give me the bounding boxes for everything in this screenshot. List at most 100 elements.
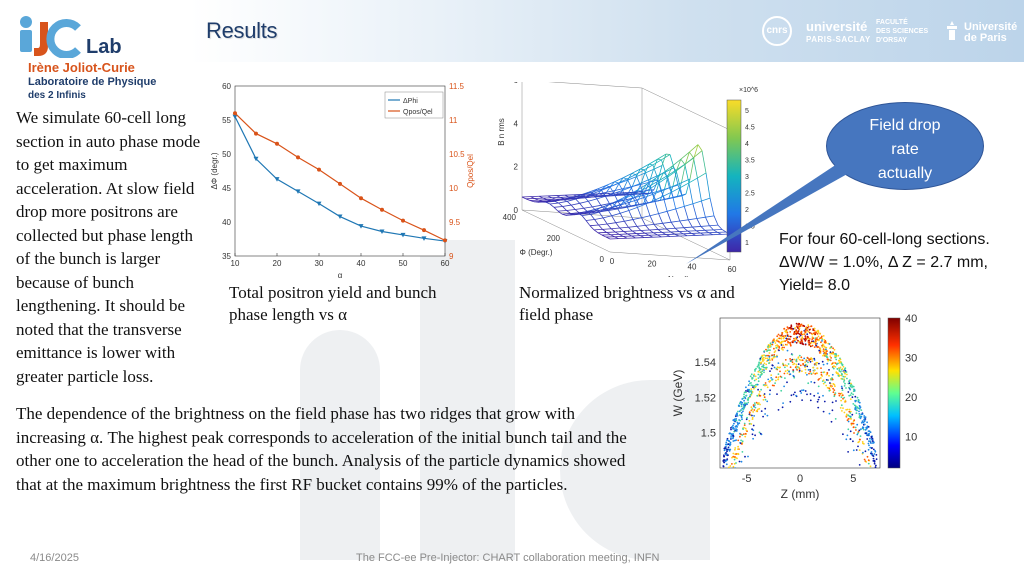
surface-mesh-line <box>615 220 625 224</box>
surface-mesh-line <box>641 217 646 226</box>
scatter-point <box>795 325 798 328</box>
scatter-point <box>779 375 782 378</box>
scatter-point <box>828 389 831 392</box>
scatter-point <box>759 368 762 370</box>
scatter-point <box>723 487 725 489</box>
surface-mesh-line <box>628 225 637 228</box>
scatter-point <box>722 459 725 461</box>
scatter-point <box>792 393 795 396</box>
scatter-point <box>746 390 749 392</box>
scatter-point <box>816 345 819 348</box>
scatter-point <box>849 394 852 396</box>
scatter-point <box>847 420 850 423</box>
scatter-point <box>826 358 829 361</box>
scatter-point <box>765 348 767 351</box>
surface-mesh-line <box>660 187 670 191</box>
scatter-point <box>734 456 736 458</box>
surface-mesh-line <box>677 193 687 197</box>
surface-mesh-line <box>639 202 648 205</box>
surface-mesh-line <box>669 184 679 189</box>
scatter-point <box>787 327 790 330</box>
scatter-point <box>833 383 836 386</box>
scatter-point <box>723 498 725 500</box>
scatter-point <box>849 438 852 440</box>
scatter-point <box>825 348 827 351</box>
surface-mesh-line <box>654 195 664 201</box>
scatter-point <box>848 394 851 397</box>
scatter-point <box>743 391 746 394</box>
x-tick-label: 400 <box>503 213 517 222</box>
scatter-point <box>773 347 775 350</box>
surface-mesh-line <box>632 219 638 227</box>
scatter-point <box>852 422 855 425</box>
scatter-point <box>809 345 812 348</box>
scatter-point <box>725 452 727 454</box>
scatter-point <box>789 326 792 329</box>
scatter-point <box>828 387 831 390</box>
surface-mesh-line <box>648 163 653 166</box>
scatter-point <box>874 487 876 489</box>
scatter-point <box>831 377 833 379</box>
surface-mesh-line <box>596 198 602 206</box>
scatter-point <box>872 448 875 451</box>
scatter-point <box>843 411 846 414</box>
scatter-point <box>820 336 823 339</box>
scatter-point <box>736 413 738 416</box>
scatter-point <box>799 342 802 345</box>
scatter-point <box>741 451 744 453</box>
surface-mesh-line <box>668 195 678 199</box>
scatter-point <box>749 393 752 396</box>
surface-mesh-line <box>642 184 652 191</box>
scatter-point <box>725 443 727 446</box>
scatter-point <box>754 370 756 372</box>
ijc-mark-icon <box>20 16 81 58</box>
scatter-point <box>729 498 731 500</box>
scatter-point <box>773 353 776 356</box>
scatter-point <box>868 474 870 476</box>
scatter-point <box>733 462 736 465</box>
scatter-point <box>763 354 765 357</box>
scatter-point <box>854 399 857 402</box>
scatter-point <box>746 403 748 405</box>
colorbar-tick-label: 10 <box>905 431 917 443</box>
surface-mesh-line <box>688 218 697 221</box>
scatter-point <box>795 341 798 344</box>
scatter-point <box>777 378 779 381</box>
scatter-point <box>757 380 760 383</box>
scatter-point <box>726 437 729 440</box>
scatter-point <box>872 477 874 479</box>
scatter-point <box>857 399 860 402</box>
scatter-point <box>789 400 792 403</box>
surface-mesh-line <box>578 212 588 215</box>
scatter-point <box>809 342 812 345</box>
surface-mesh-line <box>644 169 654 174</box>
scatter-point <box>800 356 803 359</box>
scatter-point <box>871 475 873 477</box>
scatter-point <box>732 427 735 430</box>
y-tick-label: 1.52 <box>695 392 716 404</box>
surface-mesh-line <box>623 179 629 189</box>
surface-mesh-line <box>683 227 688 232</box>
scatter-point <box>740 409 742 412</box>
surface-mesh-line <box>657 165 663 181</box>
ups-paris-saclay: PARIS-SACLAY <box>806 35 871 44</box>
scatter-point <box>778 337 781 340</box>
scatter-point <box>838 359 841 362</box>
callout-line3: actually <box>877 165 933 182</box>
y-left-axis-label: ΔΦ (degr.) <box>210 152 219 189</box>
scatter-point <box>732 434 735 437</box>
scatter-point <box>743 399 745 402</box>
scatter-point <box>740 403 743 406</box>
scatter-point <box>751 384 754 387</box>
scatter-point <box>807 382 810 385</box>
surface-mesh-line <box>657 229 663 233</box>
surface-mesh-line <box>602 228 612 230</box>
surface-mesh-line <box>583 206 593 209</box>
scatter-point <box>858 410 860 413</box>
scatter-point <box>785 329 788 331</box>
y-tick-label: 60 <box>728 265 737 274</box>
surface-mesh-line <box>637 183 647 191</box>
scatter-point <box>811 344 814 347</box>
scatter-point <box>787 363 790 365</box>
scatter-point <box>795 338 797 341</box>
